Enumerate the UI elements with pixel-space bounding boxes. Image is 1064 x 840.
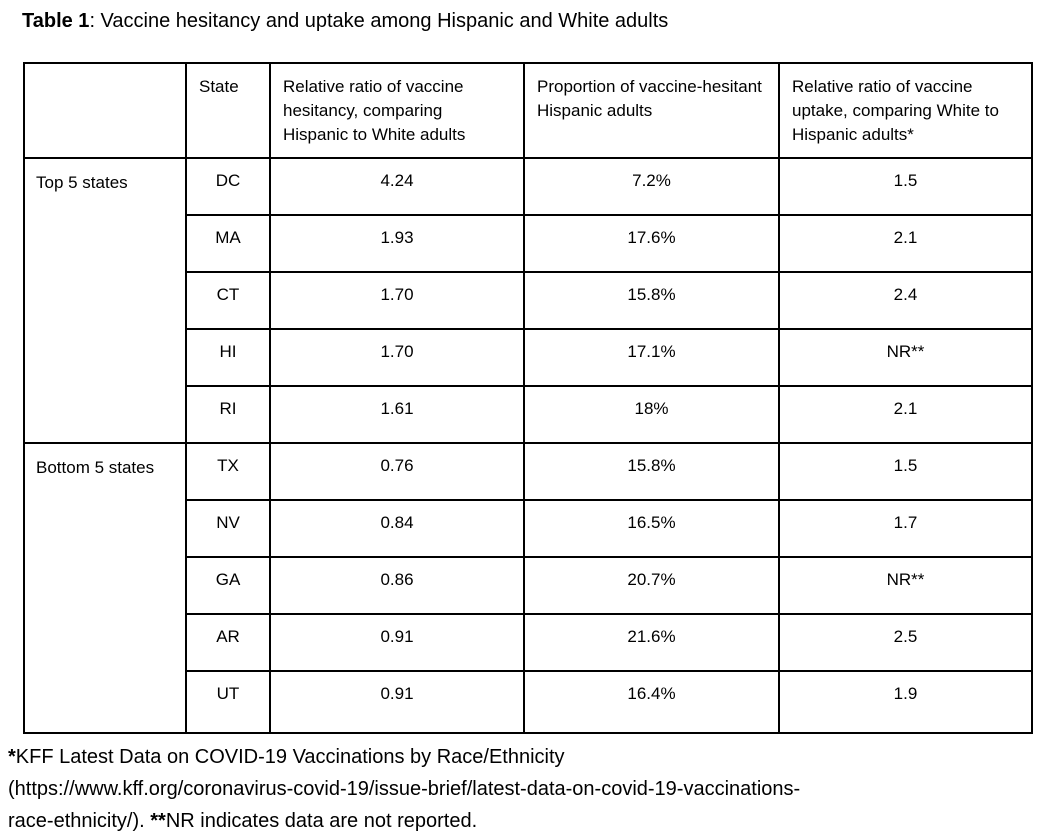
- table-row-ga: GA 0.86 20.7% NR**: [24, 556, 1033, 615]
- state-cell: AR: [185, 613, 271, 672]
- col-header-state: State: [185, 62, 271, 159]
- uptake-cell: 2.5: [778, 613, 1033, 672]
- proportion-cell: 15.8%: [523, 271, 780, 330]
- state-cell: HI: [185, 328, 271, 387]
- table-row-ut: UT 0.91 16.4% 1.9: [24, 670, 1033, 734]
- table-title-text: : Vaccine hesitancy and uptake among His…: [89, 10, 669, 32]
- table-row-ri: RI 1.61 18% 2.1: [24, 385, 1033, 444]
- state-cell: DC: [185, 157, 271, 216]
- hesitancy-cell: 1.93: [269, 214, 525, 273]
- proportion-cell: 20.7%: [523, 556, 780, 615]
- state-cell: GA: [185, 556, 271, 615]
- group-label-top5: Top 5 states: [23, 157, 187, 444]
- uptake-cell: 2.1: [778, 385, 1033, 444]
- state-cell: TX: [185, 442, 271, 501]
- uptake-cell: NR**: [778, 556, 1033, 615]
- corner-cell: [23, 62, 187, 159]
- col-header-hesitancy-ratio: Relative ratio of vaccine hesitancy, com…: [269, 62, 525, 159]
- hesitancy-cell: 0.76: [269, 442, 525, 501]
- table-row-nv: NV 0.84 16.5% 1.7: [24, 499, 1033, 558]
- proportion-cell: 16.5%: [523, 499, 780, 558]
- footnote-nr-note: NR indicates data are not reported.: [165, 810, 478, 832]
- uptake-cell: 1.9: [778, 670, 1033, 734]
- proportion-cell: 16.4%: [523, 670, 780, 734]
- table-row-tx: Bottom 5 states TX 0.76 15.8% 1.5: [23, 442, 1033, 734]
- uptake-cell: 2.4: [778, 271, 1033, 330]
- state-cell: UT: [185, 670, 271, 734]
- vaccine-hesitancy-table: State Relative ratio of vaccine hesitanc…: [23, 62, 1033, 734]
- footnote: *KFF Latest Data on COVID-19 Vaccination…: [8, 741, 1064, 837]
- col-header-proportion: Proportion of vaccine-hesitant Hispanic …: [523, 62, 780, 159]
- proportion-cell: 18%: [523, 385, 780, 444]
- footnote-url-part1: (https://www.kff.org/coronavirus-covid-1…: [8, 778, 801, 800]
- group-label-bottom5: Bottom 5 states: [23, 442, 187, 734]
- hesitancy-cell: 0.84: [269, 499, 525, 558]
- proportion-cell: 7.2%: [523, 157, 780, 216]
- header-row: State Relative ratio of vaccine hesitanc…: [23, 62, 1033, 159]
- table-row-ct: CT 1.70 15.8% 2.4: [24, 271, 1033, 330]
- table-row-ar: AR 0.91 21.6% 2.5: [24, 613, 1033, 672]
- footnote-source-text: KFF Latest Data on COVID-19 Vaccinations…: [15, 746, 565, 768]
- state-cell: CT: [185, 271, 271, 330]
- state-cell: RI: [185, 385, 271, 444]
- hesitancy-cell: 0.91: [269, 613, 525, 672]
- state-cell: MA: [185, 214, 271, 273]
- table-title: Table 1: Vaccine hesitancy and uptake am…: [22, 8, 1064, 34]
- hesitancy-cell: 4.24: [269, 157, 525, 216]
- hesitancy-cell: 1.70: [269, 271, 525, 330]
- hesitancy-cell: 1.70: [269, 328, 525, 387]
- footnote-asterisk: *: [8, 746, 16, 768]
- table-row-dc: Top 5 states DC 4.24 7.2% 1.5: [23, 157, 1033, 444]
- proportion-cell: 17.6%: [523, 214, 780, 273]
- footnote-line-1: *KFF Latest Data on COVID-19 Vaccination…: [8, 741, 1064, 773]
- table-row-hi: HI 1.70 17.1% NR**: [24, 328, 1033, 387]
- uptake-cell: 2.1: [778, 214, 1033, 273]
- table-title-number: Table 1: [22, 10, 90, 32]
- hesitancy-cell: 1.61: [269, 385, 525, 444]
- uptake-cell: 1.7: [778, 499, 1033, 558]
- state-cell: NV: [185, 499, 271, 558]
- col-header-uptake-ratio: Relative ratio of vaccine uptake, compar…: [778, 62, 1033, 159]
- footnote-line-2: (https://www.kff.org/coronavirus-covid-1…: [8, 773, 1064, 805]
- proportion-cell: 21.6%: [523, 613, 780, 672]
- uptake-cell: NR**: [778, 328, 1033, 387]
- uptake-cell: 1.5: [778, 157, 1033, 216]
- proportion-cell: 15.8%: [523, 442, 780, 501]
- uptake-cell: 1.5: [778, 442, 1033, 501]
- footnote-line-3: race-ethnicity/). **NR indicates data ar…: [8, 805, 1064, 837]
- table-row-ma: MA 1.93 17.6% 2.1: [24, 214, 1033, 273]
- footnote-double-asterisk: **: [150, 810, 166, 832]
- hesitancy-cell: 0.86: [269, 556, 525, 615]
- footnote-url-part2: race-ethnicity/).: [8, 810, 151, 832]
- proportion-cell: 17.1%: [523, 328, 780, 387]
- hesitancy-cell: 0.91: [269, 670, 525, 734]
